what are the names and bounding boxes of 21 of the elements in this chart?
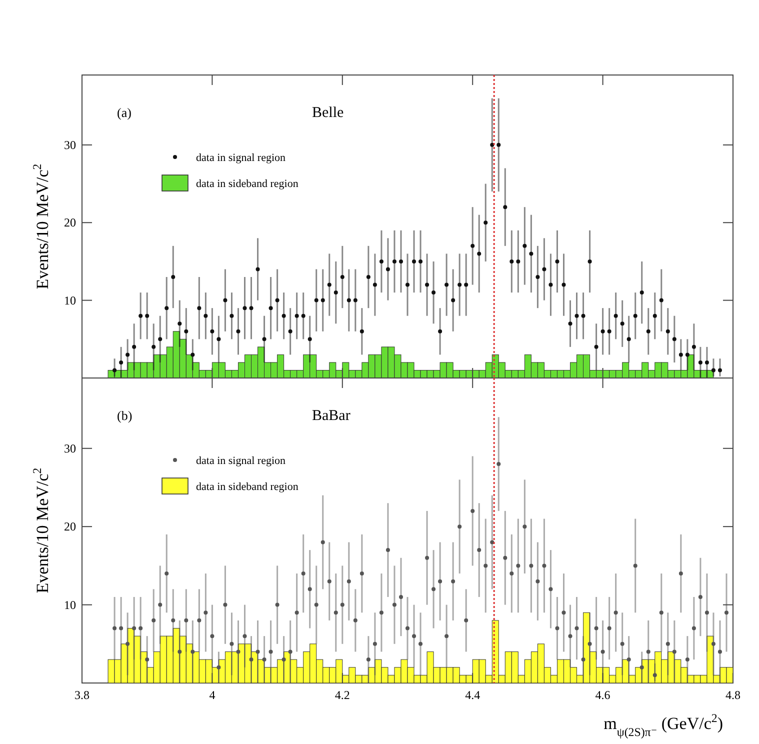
annotation: BaBar	[312, 408, 350, 424]
y-tick-label: 30	[64, 138, 76, 152]
x-tick-label: 4.4	[465, 688, 480, 702]
x-tick-label: 4	[209, 688, 216, 702]
y-tick-label: 10	[64, 293, 76, 308]
legend-label: data in sideband region	[196, 481, 299, 493]
x-tick-label: 4.2	[334, 688, 350, 702]
annotation: (b)	[117, 408, 132, 423]
y-tick-label: 10	[64, 598, 76, 612]
x-tick-label: 4.8	[726, 688, 740, 702]
x-axis-title: m$_{ψ(2S)π⁻}$ (GeV/c$^{2}$)	[604, 711, 723, 739]
legend-label: data in signal region	[196, 455, 286, 467]
annotation: (a)	[117, 105, 132, 120]
annotation: Belle	[312, 105, 344, 121]
y-tick-label: 20	[64, 216, 76, 230]
y-tick-label: 20	[64, 520, 76, 534]
x-tick-label: 4.6	[595, 688, 610, 702]
x-tick-label: 3.8	[74, 688, 90, 702]
legend-label: data in signal region	[196, 152, 286, 164]
legend-label: data in sideband region	[196, 178, 299, 190]
y-tick-label: 30	[64, 441, 76, 456]
